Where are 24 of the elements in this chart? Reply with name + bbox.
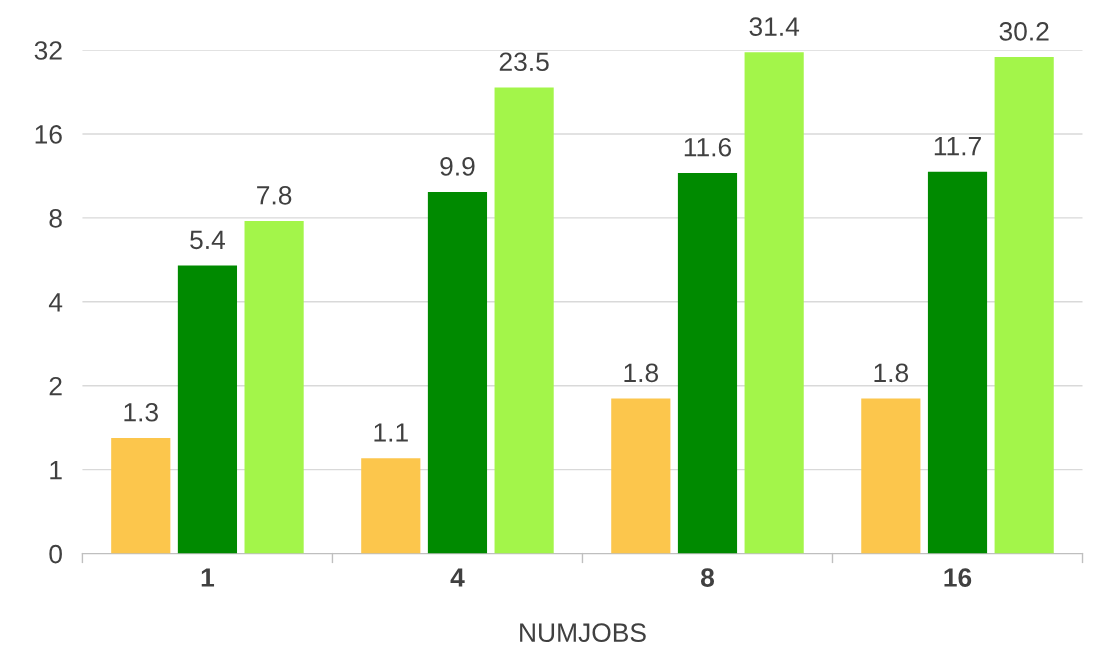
x-tick-label: 1	[201, 568, 215, 587]
y-tick-label: 0	[49, 544, 62, 564]
x-tick-label: 8	[700, 568, 715, 587]
y-tick-label: 32	[34, 41, 62, 60]
y-tick-label: 16	[35, 125, 62, 144]
data-label: 1.3	[124, 402, 158, 422]
y-tick-label: 4	[48, 293, 63, 312]
y-tick-label: 8	[49, 209, 62, 228]
data-label: 11.7	[934, 137, 981, 156]
data-label: 30.2	[999, 22, 1049, 41]
x-tick-label: 4	[450, 568, 465, 587]
data-label: 1.1	[374, 423, 408, 442]
x-tick-label: 16	[944, 568, 972, 587]
data-label: 1.8	[874, 363, 909, 383]
data-label: 7.8	[257, 185, 292, 205]
x-axis-title: NUMJOBS	[520, 623, 646, 643]
data-label: 5.4	[190, 230, 226, 250]
data-label: 11.6	[684, 137, 732, 157]
data-label: 1.8	[624, 363, 658, 383]
data-label: 31.4	[749, 17, 800, 36]
y-tick-label: 1	[50, 461, 62, 480]
y-tick-label: 2	[49, 376, 62, 396]
data-label: 9.9	[440, 157, 475, 176]
data-label: 23.5	[499, 52, 549, 72]
